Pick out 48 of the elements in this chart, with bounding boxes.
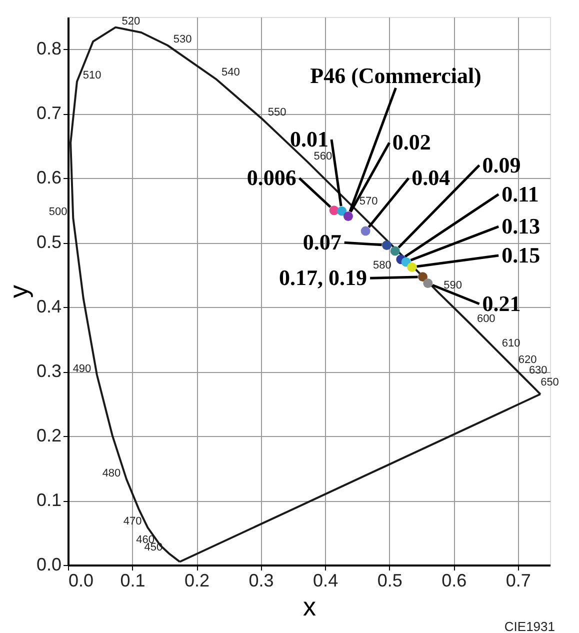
x-axis-title: x bbox=[303, 592, 316, 622]
annotation: 520 bbox=[122, 15, 140, 28]
y-tick-label: 0.5 bbox=[36, 232, 62, 252]
annotation: 0.17, 0.19 bbox=[279, 265, 368, 290]
annotation: 470 bbox=[123, 516, 142, 528]
annotation: 580 bbox=[373, 259, 392, 272]
annotation: 510 bbox=[82, 69, 102, 82]
y-tick-label: 0.7 bbox=[36, 103, 62, 124]
annotation: 540 bbox=[222, 66, 240, 79]
annotation: 0.15 bbox=[502, 242, 540, 268]
annotation: 630 bbox=[528, 364, 548, 377]
annotation: 550 bbox=[268, 106, 286, 119]
y-tick-label: 0.3 bbox=[36, 361, 62, 382]
x-tick-label: 0.3 bbox=[248, 570, 274, 590]
annotation: 620 bbox=[518, 354, 537, 366]
annotation: 560 bbox=[314, 150, 332, 162]
annotation: 0.006 bbox=[246, 165, 296, 190]
x-tick-label: 0.4 bbox=[313, 570, 338, 590]
x-tick-label: 0.5 bbox=[377, 570, 402, 590]
annotation: 500 bbox=[48, 206, 68, 218]
y-tick-label: 0.6 bbox=[36, 168, 62, 188]
annotation: 0.02 bbox=[392, 130, 431, 155]
y-tick-label: 0.0 bbox=[36, 554, 62, 574]
annotation: 490 bbox=[72, 362, 92, 375]
annotation: 480 bbox=[102, 467, 121, 480]
annotation: 0.01 bbox=[290, 126, 328, 152]
annotation: 0.07 bbox=[302, 230, 342, 255]
x-tick-label: 0.1 bbox=[120, 570, 146, 590]
x-tick-label: 0.2 bbox=[184, 570, 210, 590]
annotation: 570 bbox=[359, 195, 378, 208]
y-axis-title: y bbox=[3, 285, 34, 298]
annotation: 0.11 bbox=[502, 181, 539, 206]
annotation: 610 bbox=[502, 338, 520, 350]
annotation: 650 bbox=[540, 376, 559, 388]
y-tick-label: 0.4 bbox=[36, 296, 62, 317]
text: CIE1931 bbox=[504, 619, 555, 633]
annotation: 0.13 bbox=[502, 214, 540, 239]
y-tick-label: 0.2 bbox=[36, 426, 62, 446]
annotation: P46 (Commercial) bbox=[310, 62, 482, 88]
annotation: 530 bbox=[173, 33, 192, 46]
annotation: 0.09 bbox=[482, 152, 521, 178]
annotation: 590 bbox=[444, 280, 462, 292]
x-tick-label: 0.7 bbox=[506, 570, 531, 590]
x-tick-label: 0.0 bbox=[68, 570, 94, 590]
x-tick-label: 0.6 bbox=[442, 570, 467, 590]
annotation: 0.04 bbox=[412, 165, 450, 190]
y-tick-label: 0.8 bbox=[36, 38, 62, 59]
y-tick-label: 0.1 bbox=[36, 490, 62, 510]
